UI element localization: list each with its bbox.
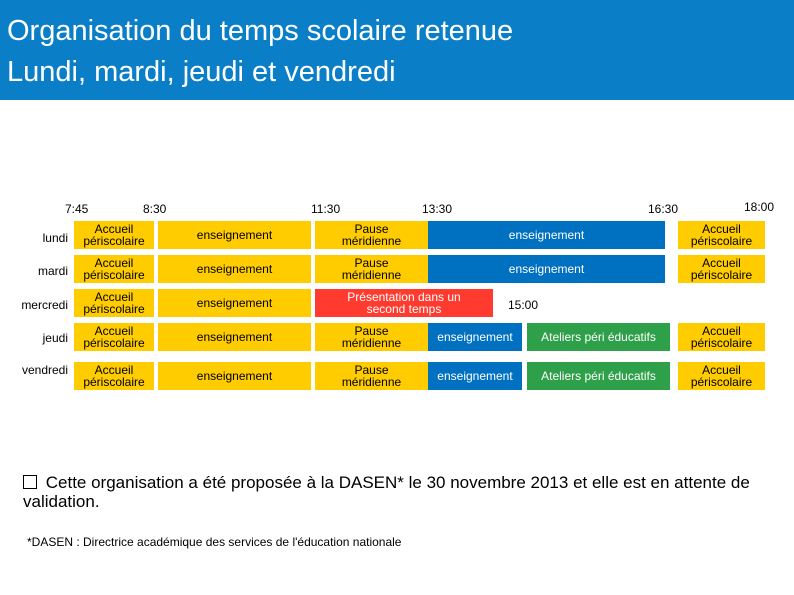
jeudi-enseignement-matin: enseignement [158, 323, 311, 351]
mardi-accueil-matin: Accueil périscolaire [74, 255, 154, 283]
vendredi-enseignement-apres-midi: enseignement [428, 362, 522, 390]
page-subtitle: Lundi, mardi, jeudi et vendredi [7, 56, 396, 88]
day-label-vendredi: vendredi [21, 363, 68, 377]
jeudi-accueil-soir: Accueil périscolaire [678, 323, 765, 351]
title-banner: Organisation du temps scolaire retenue L… [0, 0, 794, 100]
jeudi-accueil-matin: Accueil périscolaire [74, 323, 154, 351]
mardi-enseignement-matin: enseignement [158, 255, 311, 283]
mardi-pause-meridienne: Pause méridienne [315, 255, 428, 283]
vendredi-enseignement-matin: enseignement [158, 362, 311, 390]
validation-note: Cette organisation a été proposée à la D… [23, 473, 783, 511]
lundi-accueil-soir: Accueil périscolaire [678, 221, 765, 249]
vendredi-accueil-soir: Accueil périscolaire [678, 362, 765, 390]
vendredi-pause-meridienne: Pause méridienne [315, 362, 428, 390]
time-label-1130: 11:30 [311, 202, 341, 216]
mercredi-enseignement-matin: enseignement [158, 289, 311, 317]
day-label-mardi: mardi [37, 264, 68, 278]
vendredi-accueil-matin: Accueil périscolaire [74, 362, 154, 390]
lundi-enseignement-apres-midi: enseignement [428, 221, 665, 249]
vendredi-ateliers: Ateliers péri éducatifs [527, 362, 670, 390]
mardi-accueil-soir: Accueil périscolaire [678, 255, 765, 283]
footnote: *DASEN : Directrice académique des servi… [27, 535, 402, 549]
lundi-pause-meridienne: Pause méridienne [315, 221, 428, 249]
lundi-enseignement-matin: enseignement [158, 221, 311, 249]
day-label-mercredi: mercredi [21, 298, 68, 312]
time-label-0745: 7:45 [65, 202, 89, 216]
mercredi-accueil-matin: Accueil périscolaire [74, 289, 154, 317]
time-label-1800: 18:00 [744, 200, 775, 214]
time-label-1330: 13:30 [422, 202, 453, 216]
time-label-1500: 15:00 [508, 298, 539, 312]
page-title: Organisation du temps scolaire retenue [7, 15, 514, 47]
day-label-lundi: lundi [42, 231, 68, 245]
mercredi-presentation: Présentation dans un second temps [315, 289, 493, 317]
day-label-jeudi: jeudi [42, 331, 68, 345]
jeudi-pause-meridienne: Pause méridienne [315, 323, 428, 351]
jeudi-enseignement-apres-midi: enseignement [428, 323, 522, 351]
time-label-0830: 8:30 [143, 202, 167, 216]
lundi-accueil-matin: Accueil périscolaire [74, 221, 154, 249]
jeudi-ateliers: Ateliers péri éducatifs [527, 323, 670, 351]
time-label-1630: 16:30 [648, 202, 679, 216]
validation-note-text: Cette organisation a été proposée à la D… [23, 473, 750, 511]
checkbox-icon [23, 475, 37, 489]
mardi-enseignement-apres-midi: enseignement [428, 255, 665, 283]
